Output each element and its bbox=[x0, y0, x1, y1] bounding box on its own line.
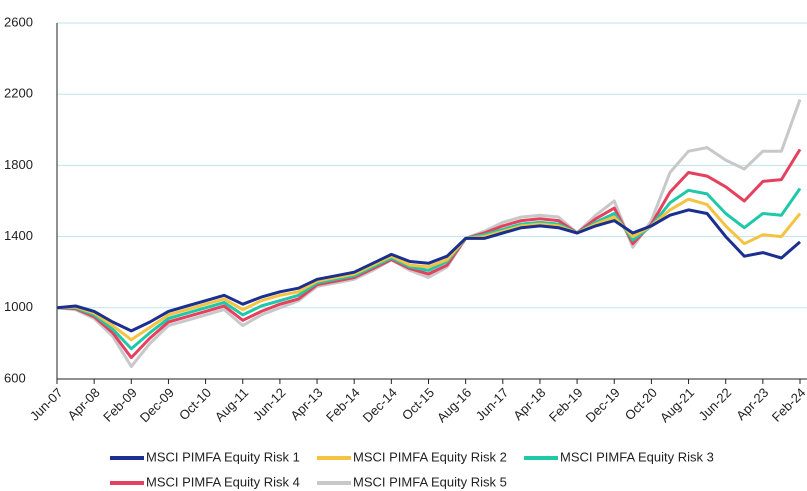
x-tick-label: Jun-12 bbox=[250, 385, 289, 424]
legend-label: MSCI PIMFA Equity Risk 5 bbox=[353, 474, 507, 489]
x-tick-label: Dec-09 bbox=[137, 385, 177, 425]
x-tick-label: Jun-07 bbox=[27, 385, 66, 424]
x-tick-label: Oct-20 bbox=[622, 385, 660, 423]
x-tick-label: Feb-09 bbox=[100, 385, 140, 425]
x-tick-label: Apr-23 bbox=[733, 385, 771, 423]
x-tick-label: Apr-13 bbox=[287, 385, 325, 423]
x-tick-label: Aug-11 bbox=[212, 385, 252, 425]
x-tick-label: Jun-17 bbox=[473, 385, 512, 424]
x-tick-label: Feb-14 bbox=[323, 385, 363, 425]
x-tick-label: Oct-15 bbox=[399, 385, 437, 423]
y-tick-label: 2600 bbox=[4, 14, 33, 29]
series-line bbox=[56, 98, 802, 368]
x-tick-label: Aug-16 bbox=[434, 385, 474, 425]
y-tick-label: 2200 bbox=[4, 86, 33, 101]
series-line bbox=[56, 197, 802, 342]
legend-label: MSCI PIMFA Equity Risk 2 bbox=[353, 449, 507, 464]
y-tick-label: 1000 bbox=[4, 299, 33, 314]
x-tick-label: Apr-18 bbox=[510, 385, 548, 423]
x-tick-label: Feb-19 bbox=[546, 385, 586, 425]
y-tick-label: 1800 bbox=[4, 157, 33, 172]
x-tick-label: Oct-10 bbox=[176, 385, 214, 423]
x-tick-label: Dec-14 bbox=[360, 385, 400, 425]
x-tick-label: Feb-24 bbox=[769, 385, 807, 425]
x-tick-label: Aug-21 bbox=[657, 385, 697, 425]
x-tick-label: Jun-22 bbox=[696, 385, 735, 424]
series-line bbox=[56, 148, 802, 360]
series-line bbox=[56, 208, 801, 333]
legend-label: MSCI PIMFA Equity Risk 4 bbox=[146, 474, 300, 489]
x-tick-label: Dec-19 bbox=[583, 385, 623, 425]
series-line bbox=[57, 187, 802, 351]
legend-label: MSCI PIMFA Equity Risk 1 bbox=[146, 449, 300, 464]
y-tick-label: 600 bbox=[4, 370, 26, 385]
legend-label: MSCI PIMFA Equity Risk 3 bbox=[560, 449, 714, 464]
y-tick-label: 1400 bbox=[4, 228, 33, 243]
x-tick-label: Apr-08 bbox=[64, 385, 102, 423]
